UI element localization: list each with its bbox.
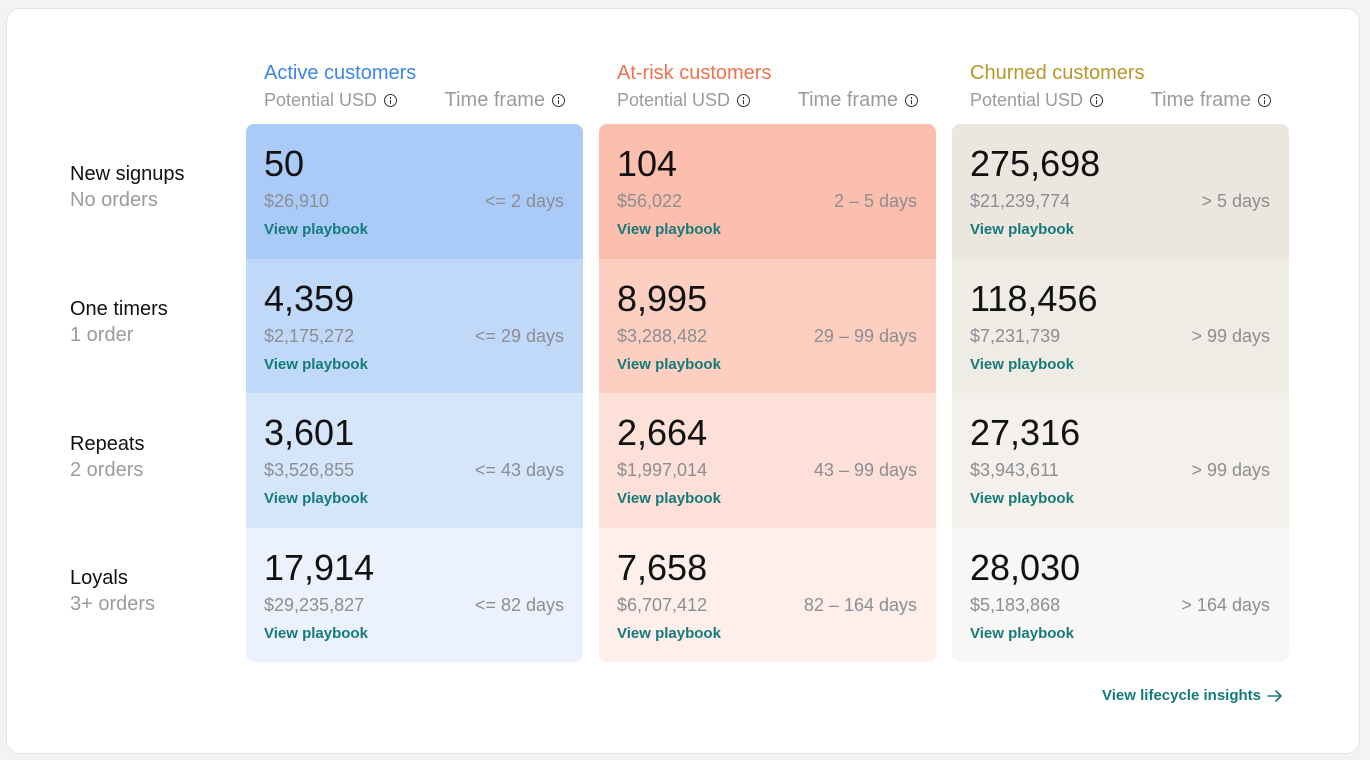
view-playbook-link[interactable]: View playbook bbox=[970, 355, 1074, 373]
potential-usd-value: $26,910 bbox=[264, 191, 330, 211]
customer-count: 275,698 bbox=[970, 143, 1101, 184]
info-icon[interactable] bbox=[552, 94, 565, 107]
customer-count: 50 bbox=[264, 143, 305, 184]
segment-cell: 118,456 $7,231,739 > 99 days View playbo… bbox=[952, 258, 1289, 393]
lifecycle-grid-card: Active customers Potential USD Time fram… bbox=[6, 8, 1360, 754]
segment-cell: 27,316 $3,943,611 > 99 days View playboo… bbox=[952, 393, 1289, 528]
row-subtitle: 2 orders bbox=[70, 459, 144, 481]
segment-cell: 28,030 $5,183,868 > 164 days View playbo… bbox=[952, 527, 1289, 662]
time-frame-value: > 99 days bbox=[1191, 325, 1270, 346]
customer-count: 27,316 bbox=[970, 412, 1081, 453]
potential-usd-value: $21,239,774 bbox=[970, 191, 1071, 211]
potential-usd-value: $56,022 bbox=[617, 191, 683, 211]
customer-count: 7,658 bbox=[617, 546, 708, 588]
potential-usd-value: $3,288,482 bbox=[617, 325, 708, 346]
row-label-loyals: Loyals 3+ orders bbox=[70, 566, 155, 616]
time-frame-value: <= 43 days bbox=[474, 460, 564, 480]
potential-usd-value: $2,175,272 bbox=[264, 325, 355, 346]
view-playbook-link[interactable]: View playbook bbox=[264, 624, 368, 642]
row-label-repeats: Repeats 2 orders bbox=[70, 432, 145, 482]
customer-count: 118,456 bbox=[970, 277, 1098, 319]
view-lifecycle-insights-link[interactable]: View lifecycle insights bbox=[1102, 687, 1283, 704]
row-label-new-signups: New signups No orders bbox=[70, 162, 185, 212]
view-playbook-link[interactable]: View playbook bbox=[264, 355, 368, 373]
row-title: New signups bbox=[70, 163, 185, 185]
segment-cell: 50 $26,910 <= 2 days View playbook bbox=[246, 124, 583, 259]
view-playbook-link[interactable]: View playbook bbox=[264, 221, 368, 238]
time-frame-value: 29 – 99 days bbox=[813, 325, 917, 346]
potential-usd-value: $7,231,739 bbox=[970, 325, 1061, 346]
segment-cell: 4,359 $2,175,272 <= 29 days View playboo… bbox=[246, 258, 583, 393]
column-header-churned: Churned customers Potential USD Time fra… bbox=[952, 61, 1289, 111]
time-frame-value: 43 – 99 days bbox=[813, 460, 917, 480]
potential-usd-value: $3,526,855 bbox=[264, 460, 355, 480]
view-playbook-link[interactable]: View playbook bbox=[970, 221, 1074, 238]
row-title: Loyals bbox=[70, 567, 128, 589]
row-title: One timers bbox=[70, 298, 168, 320]
customer-count: 4,359 bbox=[264, 277, 355, 319]
time-frame-value: > 5 days bbox=[1201, 191, 1270, 211]
potential-usd-label: Potential USD bbox=[970, 90, 1084, 110]
info-icon[interactable] bbox=[1090, 94, 1104, 107]
segment-cell: 17,914 $29,235,827 <= 82 days View playb… bbox=[246, 527, 583, 662]
customer-count: 28,030 bbox=[970, 546, 1081, 588]
view-playbook-link[interactable]: View playbook bbox=[617, 221, 721, 238]
customer-count: 8,995 bbox=[617, 277, 708, 319]
column-churned: 275,698 $21,239,774 > 5 days View playbo… bbox=[952, 124, 1289, 662]
potential-usd-value: $3,943,611 bbox=[970, 460, 1059, 480]
potential-usd-label: Potential USD bbox=[264, 90, 378, 110]
row-subtitle: No orders bbox=[70, 189, 158, 211]
segment-cell: 2,664 $1,997,014 43 – 99 days View playb… bbox=[599, 393, 936, 528]
view-playbook-link[interactable]: View playbook bbox=[617, 355, 721, 373]
view-playbook-link[interactable]: View playbook bbox=[264, 490, 368, 507]
time-frame-label: Time frame bbox=[797, 89, 898, 111]
potential-usd-value: $6,707,412 bbox=[617, 594, 708, 615]
potential-usd-value: $29,235,827 bbox=[264, 594, 365, 615]
view-playbook-link[interactable]: View playbook bbox=[617, 624, 721, 642]
time-frame-value: <= 2 days bbox=[484, 191, 564, 211]
info-icon[interactable] bbox=[737, 94, 751, 107]
customer-count: 104 bbox=[617, 143, 678, 184]
time-frame-value: <= 29 days bbox=[474, 325, 564, 346]
view-playbook-link[interactable]: View playbook bbox=[617, 490, 721, 507]
view-playbook-link[interactable]: View playbook bbox=[970, 624, 1074, 642]
column-active: 50 $26,910 <= 2 days View playbook 4,359… bbox=[246, 124, 583, 662]
info-icon[interactable] bbox=[905, 94, 918, 107]
column-header-active: Active customers Potential USD Time fram… bbox=[246, 61, 583, 111]
view-lifecycle-insights-label: View lifecycle insights bbox=[1102, 687, 1261, 704]
info-icon[interactable] bbox=[1258, 94, 1271, 107]
potential-usd-label: Potential USD bbox=[617, 90, 731, 110]
arrow-right-icon bbox=[1267, 689, 1282, 702]
potential-usd-value: $5,183,868 bbox=[970, 594, 1061, 615]
column-title-at-risk: At-risk customers bbox=[617, 62, 772, 84]
segment-cell: 3,601 $3,526,855 <= 43 days View playboo… bbox=[246, 393, 583, 528]
segment-cell: 104 $56,022 2 – 5 days View playbook bbox=[599, 124, 936, 259]
customer-count: 3,601 bbox=[264, 412, 355, 453]
potential-usd-value: $1,997,014 bbox=[617, 460, 708, 480]
customer-count: 17,914 bbox=[264, 546, 375, 588]
segment-cell: 8,995 $3,288,482 29 – 99 days View playb… bbox=[599, 258, 936, 393]
time-frame-label: Time frame bbox=[1150, 89, 1251, 111]
customer-count: 2,664 bbox=[617, 412, 708, 453]
row-subtitle: 1 order bbox=[70, 324, 134, 346]
row-label-one-timers: One timers 1 order bbox=[70, 297, 168, 347]
column-title-churned: Churned customers bbox=[970, 62, 1145, 84]
segment-cell: 7,658 $6,707,412 82 – 164 days View play… bbox=[599, 527, 936, 662]
column-title-active: Active customers bbox=[264, 62, 417, 84]
time-frame-value: 2 – 5 days bbox=[833, 191, 917, 211]
column-at-risk: 104 $56,022 2 – 5 days View playbook 8,9… bbox=[599, 124, 936, 662]
time-frame-value: > 99 days bbox=[1191, 460, 1270, 480]
view-playbook-link[interactable]: View playbook bbox=[970, 490, 1074, 507]
time-frame-value: <= 82 days bbox=[474, 594, 564, 615]
row-subtitle: 3+ orders bbox=[70, 593, 156, 615]
row-title: Repeats bbox=[70, 433, 145, 455]
time-frame-label: Time frame bbox=[444, 89, 545, 111]
time-frame-value: > 164 days bbox=[1181, 594, 1270, 615]
column-header-at-risk: At-risk customers Potential USD Time fra… bbox=[599, 61, 936, 111]
segment-cell: 275,698 $21,239,774 > 5 days View playbo… bbox=[952, 124, 1289, 259]
info-icon[interactable] bbox=[384, 94, 398, 107]
time-frame-value: 82 – 164 days bbox=[803, 594, 917, 615]
